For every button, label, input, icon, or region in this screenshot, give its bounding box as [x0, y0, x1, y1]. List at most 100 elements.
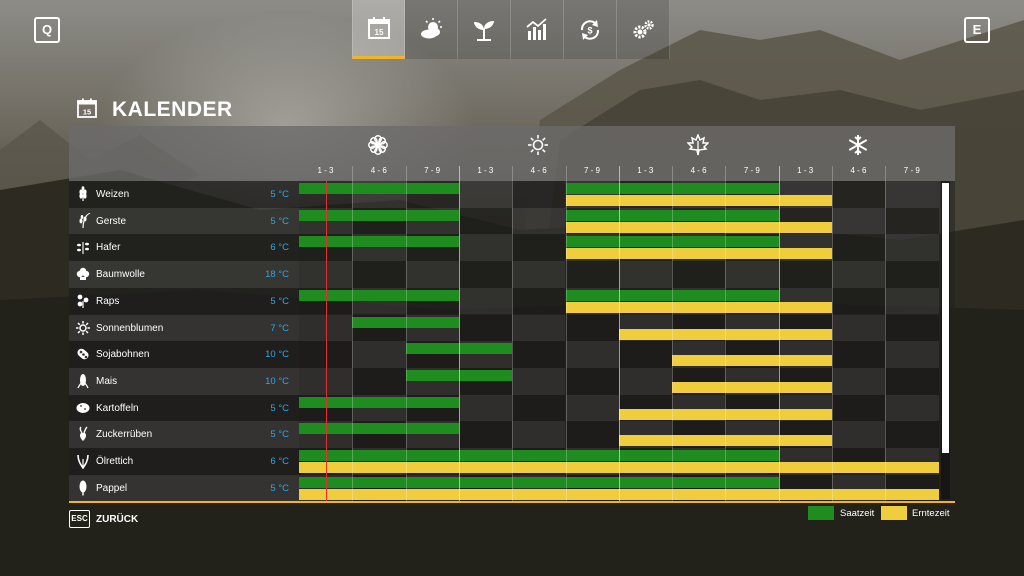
calendar-cell: [565, 421, 619, 448]
calendar-cell: [832, 341, 886, 368]
crop-temperature: 10 °C: [265, 375, 289, 387]
potato-icon: [76, 402, 90, 413]
crop-row[interactable]: Mais 10 °C: [69, 367, 939, 395]
month-divider: [352, 166, 354, 502]
crop-row[interactable]: Baumwolle 18 °C: [69, 261, 939, 288]
calendar-cell: [565, 314, 619, 342]
calendar-cell: [778, 261, 832, 288]
sowing-period-bar: [299, 236, 459, 248]
calendar-cell: [458, 181, 513, 208]
calendar-cell: [672, 261, 726, 288]
calendar-cell: [565, 367, 619, 395]
season-divider: [778, 166, 780, 502]
calendar-cell: [618, 261, 673, 288]
sprout-icon: [474, 20, 494, 41]
crop-name-cell: Sojabohnen 10 °C: [69, 341, 299, 368]
crop-name: Mais: [96, 375, 118, 387]
month-label: 1 - 3: [797, 166, 814, 175]
calendar-cell: [512, 207, 566, 235]
calendar-cell: [832, 287, 886, 315]
legend-sow-swatch: [808, 506, 834, 520]
poplar-icon: [79, 480, 87, 496]
tab-settings[interactable]: [617, 0, 670, 59]
month-label: 7 - 9: [743, 166, 760, 175]
crop-row[interactable]: Ölrettich 6 °C: [69, 448, 939, 475]
calendar-cell: [565, 394, 619, 422]
calendar-cell: [885, 181, 939, 208]
tab-weather[interactable]: [405, 0, 458, 59]
menu-tabbar: 15 $: [352, 0, 670, 59]
calendar-cell: [512, 234, 566, 262]
crop-name-cell: Raps 5 °C: [69, 287, 299, 315]
next-menu-key-button[interactable]: E: [964, 17, 990, 43]
sowing-period-bar: [299, 450, 779, 461]
crop-row[interactable]: Sojabohnen 10 °C: [69, 341, 939, 368]
esc-key-button[interactable]: ESC: [69, 510, 90, 528]
crop-temperature: 5 °C: [270, 295, 289, 307]
season-divider: [458, 166, 460, 502]
month-divider: [672, 166, 674, 502]
crop-name-cell: Gerste 5 °C: [69, 207, 299, 235]
month-label: 1 - 3: [477, 166, 494, 175]
month-label: 4 - 6: [850, 166, 867, 175]
calendar-cell: [512, 181, 566, 208]
calendar-cell: [458, 421, 513, 448]
sowing-period-bar: [299, 476, 779, 488]
calendar-cell: [458, 261, 513, 288]
title-calendar-day: 15: [83, 108, 91, 117]
tab-finances[interactable]: $: [564, 0, 617, 59]
calendar-cell: [832, 367, 886, 395]
crop-name: Raps: [96, 295, 120, 307]
crop-row[interactable]: Raps 5 °C: [69, 287, 939, 315]
calendar-cell: [618, 367, 673, 395]
calendar-cell: [512, 261, 566, 288]
crop-row[interactable]: Gerste 5 °C: [69, 207, 939, 235]
tab-prices[interactable]: [511, 0, 564, 59]
crop-name: Baumwolle: [96, 269, 145, 281]
crop-row[interactable]: Weizen 5 °C: [69, 181, 939, 208]
calendar-cell: [458, 287, 513, 315]
harvest-period-bar: [618, 435, 832, 447]
crop-temperature: 5 °C: [270, 189, 289, 200]
crop-row[interactable]: Sonnenblumen 7 °C: [69, 314, 939, 342]
season-divider: [618, 166, 620, 502]
prev-menu-key-button[interactable]: Q: [34, 17, 60, 43]
tab-crops[interactable]: [458, 0, 511, 59]
back-button[interactable]: ZURÜCK: [96, 514, 139, 525]
crop-name: Kartoffeln: [96, 402, 139, 414]
crop-name-cell: Hafer 6 °C: [69, 234, 299, 262]
crop-row[interactable]: Zuckerrüben 5 °C: [69, 421, 939, 448]
crop-name: Pappel: [96, 482, 128, 494]
current-date-marker: [325, 181, 327, 502]
tab-calendar[interactable]: 15: [352, 0, 405, 59]
legend-harvest-label: Erntezeit: [912, 508, 950, 519]
sowing-period-bar: [565, 183, 779, 194]
chart-icon: [526, 17, 547, 40]
flower-icon: [368, 135, 388, 155]
crop-temperature: 6 °C: [270, 456, 289, 467]
canola-icon: [77, 294, 89, 308]
crop-row[interactable]: Pappel 5 °C: [69, 474, 939, 502]
calendar-cell: [458, 207, 513, 235]
harvest-period-bar: [618, 408, 832, 420]
legend-harvest-swatch: [881, 506, 907, 520]
calendar-cell: [832, 261, 886, 288]
calendar-cell: [832, 394, 886, 422]
sowing-period-bar: [565, 209, 779, 221]
crop-row[interactable]: Kartoffeln 5 °C: [69, 394, 939, 422]
crop-name: Hafer: [96, 242, 121, 254]
calendar-cell: [832, 314, 886, 342]
crop-row[interactable]: Hafer 6 °C: [69, 234, 939, 262]
calendar-cell: [885, 421, 939, 448]
tab-calendar-day: 15: [374, 28, 383, 37]
scrollbar-thumb[interactable]: [942, 183, 949, 453]
calendar-cell: [405, 261, 459, 288]
oilradish-icon: [77, 454, 89, 469]
sowing-period-bar: [352, 316, 459, 328]
oat-icon: [77, 242, 89, 255]
calendar-cell: [885, 314, 939, 342]
crop-temperature: 5 °C: [270, 215, 289, 227]
crop-temperature: 6 °C: [270, 242, 289, 254]
sowing-period-bar: [299, 183, 459, 194]
calendar-cell: [565, 261, 619, 288]
